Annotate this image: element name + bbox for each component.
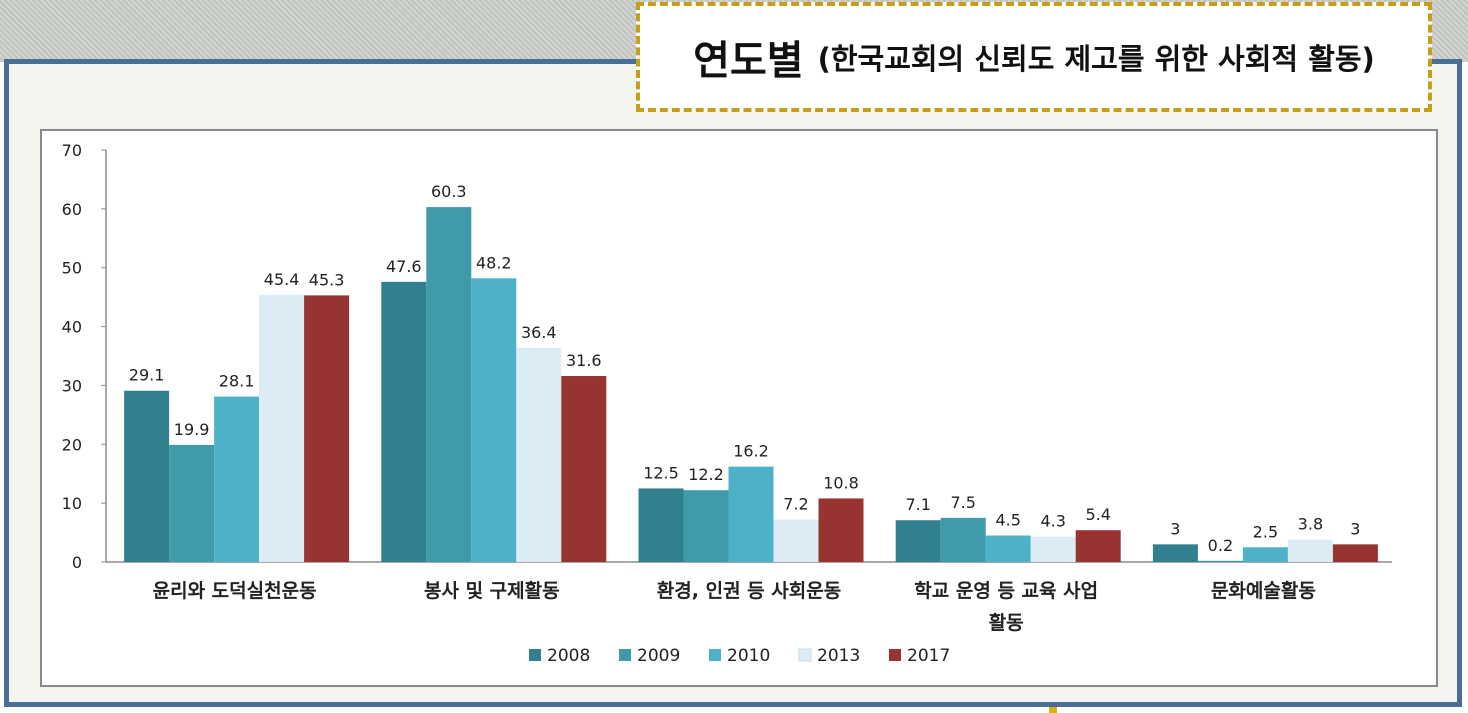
y-tick-label: 60 [62, 200, 82, 219]
bar-2013 [516, 347, 562, 562]
decorative-marker [1049, 707, 1057, 713]
bar-value-label: 36.4 [521, 323, 557, 342]
legend-label: 2013 [817, 646, 860, 666]
bar-value-label: 12.2 [688, 465, 724, 484]
y-tick-label: 0 [72, 553, 82, 572]
bar-2017 [1075, 530, 1121, 562]
bar-value-label: 16.2 [733, 442, 769, 461]
bar-2010 [471, 278, 517, 562]
bar-2017 [304, 295, 350, 562]
bar-value-label: 4.5 [995, 511, 1020, 530]
bar-value-label: 45.3 [309, 270, 345, 289]
bar-value-label: 31.6 [566, 351, 602, 370]
legend-swatch-2017 [889, 649, 901, 661]
bar-value-label: 5.4 [1085, 505, 1110, 524]
y-tick-label: 10 [62, 494, 82, 513]
bar-2009 [169, 444, 215, 562]
bar-2009 [1197, 560, 1243, 562]
legend-label: 2010 [727, 646, 770, 666]
x-category-label: 봉사 및 구제활동 [424, 580, 560, 602]
bar-2008 [1152, 544, 1198, 562]
bar-value-label: 4.3 [1040, 512, 1065, 531]
legend-label: 2017 [907, 646, 950, 666]
x-category-label: 학교 운영 등 교육 사업 [914, 580, 1098, 602]
legend-label: 2008 [547, 646, 590, 666]
bar-chart: 0 10 20 30 40 50 60 70 29.1 19.9 28.1 45.4 45.3 윤리와 도… [62, 141, 1392, 666]
bar-2013 [773, 519, 819, 562]
legend-swatch-2009 [619, 649, 631, 661]
legend-swatch-2013 [798, 648, 812, 662]
y-tick-label: 40 [62, 318, 82, 337]
bar-2010 [1242, 547, 1288, 562]
bar-value-label: 7.2 [783, 495, 808, 514]
page-title: 연도별 [693, 38, 804, 84]
bar-value-label: 47.6 [386, 257, 422, 276]
bar-value-label: 19.9 [174, 420, 210, 439]
bar-2009 [426, 207, 472, 562]
bar-value-label: 60.3 [431, 182, 467, 201]
bar-value-label: 28.1 [219, 372, 255, 391]
bar-value-label: 29.1 [129, 366, 165, 385]
bar-value-label: 3 [1350, 519, 1360, 538]
bar-value-label: 45.4 [264, 270, 300, 289]
bar-value-label: 10.8 [823, 473, 859, 492]
bar-2010 [214, 396, 260, 562]
bar-value-label: 7.1 [905, 495, 930, 514]
bar-2017 [818, 498, 864, 562]
page-subtitle: (한국교회의 신뢰도 제고를 위한 사회적 활동) [817, 42, 1375, 76]
y-tick-label: 30 [62, 376, 82, 395]
bar-2009 [940, 517, 986, 562]
bar-2008 [638, 488, 684, 562]
bar-value-label: 3 [1170, 519, 1180, 538]
legend-swatch-2008 [529, 649, 541, 661]
bar-2010 [728, 466, 774, 562]
bar-value-label: 48.2 [476, 253, 512, 272]
bar-value-label: 2.5 [1253, 522, 1278, 541]
legend-label: 2009 [637, 646, 680, 666]
bar-value-label: 7.5 [950, 493, 975, 512]
bar-2008 [124, 390, 170, 562]
chart-area: 0 10 20 30 40 50 60 70 29.1 19.9 28.1 45.4 45.3 윤리와 도… [40, 129, 1438, 687]
legend-swatch-2010 [709, 649, 721, 661]
bar-value-label: 12.5 [643, 463, 679, 482]
bar-value-label: 3.8 [1298, 515, 1323, 534]
bar-2013 [259, 294, 305, 562]
bar-2008 [895, 520, 941, 562]
x-category-label: 문화예술활동 [1211, 580, 1316, 602]
bar-2017 [1332, 544, 1378, 562]
x-category-label: 윤리와 도덕실천운동 [153, 580, 317, 602]
bar-2010 [985, 535, 1031, 562]
y-tick-label: 20 [62, 435, 82, 454]
title-banner: 연도별 (한국교회의 신뢰도 제고를 위한 사회적 활동) [636, 2, 1432, 112]
x-category-label: 환경, 인권 등 사회운동 [657, 580, 841, 602]
bar-2009 [683, 490, 729, 562]
x-category-label: 활동 [989, 612, 1024, 634]
y-tick-label: 50 [62, 259, 82, 278]
bar-2008 [381, 281, 427, 562]
bar-2017 [561, 376, 607, 562]
bar-value-label: 0.2 [1208, 536, 1233, 555]
y-tick-label: 70 [62, 141, 82, 160]
bar-2013 [1030, 536, 1076, 562]
bar-2013 [1287, 539, 1333, 562]
